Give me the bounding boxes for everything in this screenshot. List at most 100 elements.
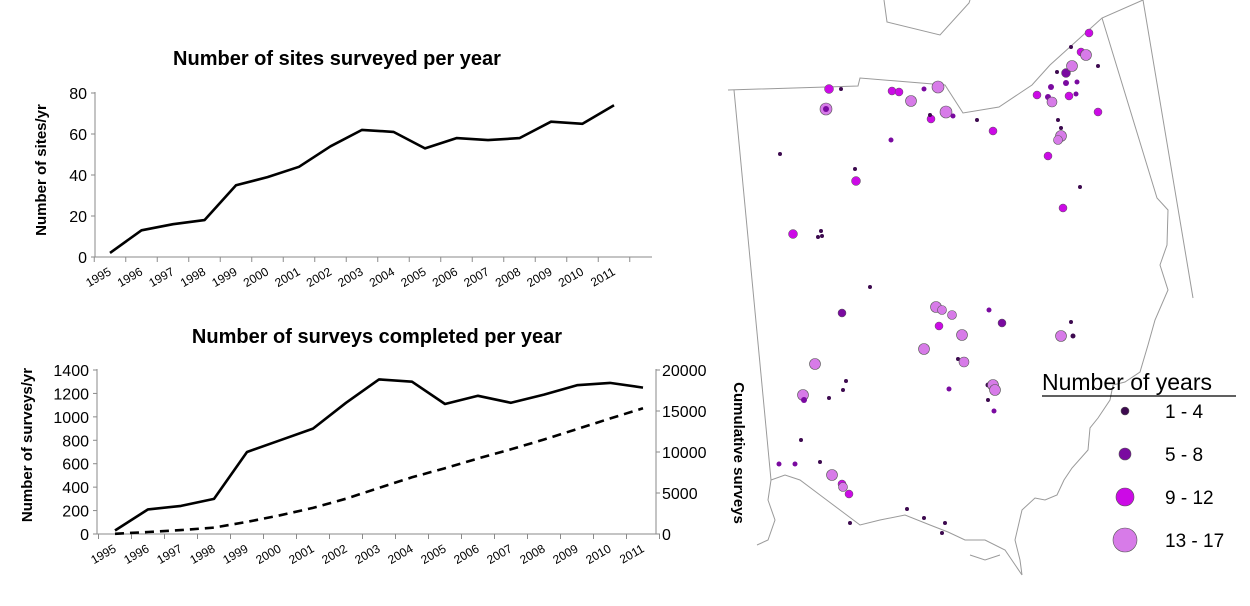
chart2-x-ticks: 1995 1996 1997 1998 1999 2000 2001 2002 2003 2004… [88,534,660,567]
legend-swatch [1115,487,1135,507]
map-legend: Number of years 1 - 4 5 - 8 9 - 12 13 - 17 [1042,369,1236,553]
site-point [894,87,904,97]
x-tick-label: 2011 [588,264,618,289]
y2-tick-label: 0 [662,527,671,544]
site-point [939,105,953,119]
site-point [818,460,822,464]
site-point [827,396,831,400]
chart1-x-ticks: 1995 1996 1997 1998 1999 2000 2001 2002 2003 2004… [83,257,631,290]
site-point [801,397,807,403]
x-tick-label: 1996 [115,264,145,290]
x-tick-label: 2007 [484,541,514,567]
site-point [848,521,852,525]
map-east-south-border [756,17,1169,576]
x-tick-label: 2004 [385,541,415,567]
x-tick-label: 1995 [83,264,113,290]
legend-items: 1 - 4 5 - 8 9 - 12 13 - 17 [1112,402,1224,553]
x-tick-label: 2011 [617,541,647,566]
x-tick-label: 2008 [493,264,523,290]
site-point [1046,96,1058,108]
x-tick-label: 1998 [187,541,217,567]
legend-swatch [1112,527,1138,553]
map-site-points [776,28,1103,535]
site-point [853,167,857,171]
site-point [1043,151,1053,161]
site-point [988,126,998,136]
y-tick-label: 1200 [53,386,89,403]
site-point [997,318,1007,328]
series-line [114,378,644,532]
site-point [888,137,894,143]
x-tick-label: 1997 [154,541,184,567]
site-point [823,106,829,112]
site-point [1084,28,1094,38]
site-point [946,386,952,392]
x-tick-label: 2010 [583,541,613,567]
site-point [837,308,847,318]
x-tick-label: 2004 [367,264,397,290]
y-tick-label: 1400 [53,363,89,380]
chart2-y2-axis-label: Cumulative surveys [730,382,747,524]
y2-tick-label: 5000 [662,486,698,503]
y-tick-label: 200 [62,504,89,521]
chart1-y-axis-label: Number of sites/yr [33,104,50,236]
x-tick-label: 2003 [352,541,382,567]
map-north-border [727,0,1144,114]
site-point [1048,84,1054,90]
site-point [950,113,956,119]
map-river-detail [969,554,1001,561]
y-tick-label: 40 [69,168,87,185]
ohio-site-map: Number of years 1 - 4 5 - 8 9 - 12 13 - 17 [727,0,1236,576]
site-point [799,438,803,442]
site-point [928,113,932,117]
site-point [905,507,909,511]
series-line-cumulative [114,407,644,536]
site-point [851,176,861,186]
x-tick-label: 2006 [430,264,460,290]
site-point [809,358,821,370]
site-point [792,461,798,467]
site-point [839,87,843,91]
site-point [1063,80,1069,86]
site-point [1053,135,1063,145]
site-point [824,84,834,94]
chart2-title: Number of surveys completed per year [192,326,562,348]
site-point [989,384,1001,396]
site-point [788,229,798,239]
x-tick-label: 2001 [286,541,316,567]
site-point [905,95,917,107]
site-point [1073,91,1079,97]
y-tick-label: 20 [69,209,87,226]
y2-tick-label: 15000 [662,404,707,421]
site-point [826,469,838,481]
x-tick-label: 1999 [209,264,239,290]
y-tick-label: 0 [78,250,87,267]
site-point [958,356,970,368]
x-tick-label: 1995 [88,541,118,567]
site-point [887,86,897,96]
site-point [844,379,848,383]
site-point [986,307,992,313]
x-tick-label: 2000 [253,541,283,567]
x-tick-label: 2010 [556,264,586,290]
y-tick-label: 800 [62,433,89,450]
x-tick-label: 2008 [517,541,547,567]
site-point [1070,333,1076,339]
site-point [1055,70,1059,74]
x-tick-label: 2009 [524,264,554,290]
chart2-series [114,378,644,536]
site-point [1056,118,1060,122]
site-point [1074,79,1080,85]
site-point [1061,68,1071,78]
x-tick-label: 2002 [304,264,334,290]
site-point [1069,320,1073,324]
chart2-y-axis-label: Number of surveys/yr [19,368,36,522]
y-tick-label: 80 [69,86,87,103]
map-west-border [733,89,772,481]
site-point [1093,107,1103,117]
x-tick-label: 2009 [550,541,580,567]
x-tick-label: 2006 [451,541,481,567]
site-point [1078,185,1082,189]
series-line [109,104,615,254]
y-tick-label: 60 [69,127,87,144]
